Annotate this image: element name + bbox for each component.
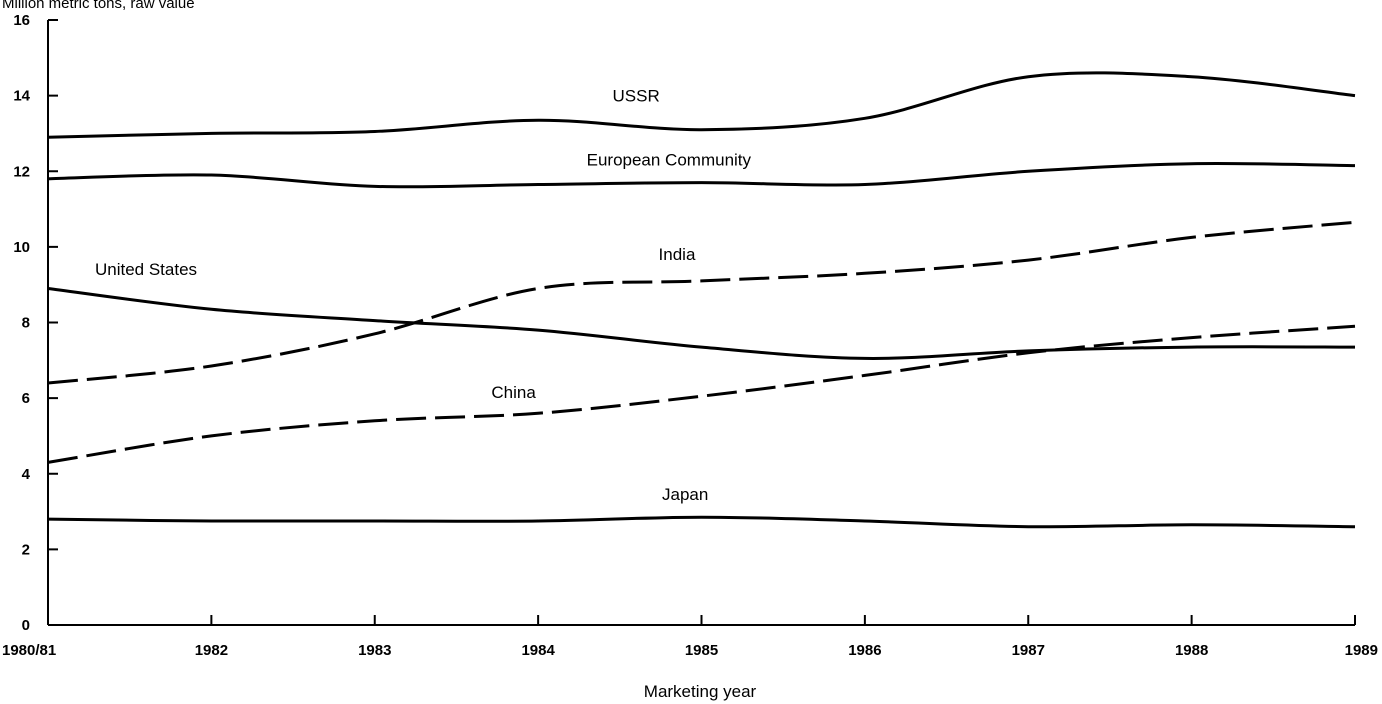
series-labels: USSR European Community India United States… (95, 86, 752, 504)
y-tick-label: 8 (22, 315, 30, 332)
x-tick-label: 1989 (1345, 642, 1378, 659)
x-tick-label: 1987 (1012, 642, 1045, 659)
y-tick-label: 10 (13, 239, 30, 256)
x-tick-label: 1982 (195, 642, 228, 659)
axes: 0 2 4 6 8 10 12 14 16 1980/81 1982 1983 1984 1985 1986… (2, 12, 1378, 659)
x-axis-title: Marketing year (644, 682, 757, 701)
y-tick-label: 14 (13, 88, 30, 105)
series-line-united-states (47, 287, 1356, 360)
series-line-european-community (47, 161, 1356, 189)
y-tick-label: 12 (13, 163, 30, 180)
series-label-china: China (491, 383, 536, 402)
series-line-japan (47, 515, 1356, 529)
y-axis-unit-label: Million metric tons, raw value (2, 0, 195, 12)
x-tick-label: 1983 (358, 642, 391, 659)
x-tick-label: 1980/81 (2, 642, 56, 659)
series-line-india (47, 220, 1356, 385)
x-tick-label: 1986 (848, 642, 881, 659)
series-line-china (47, 324, 1356, 464)
series-line-ussr (47, 71, 1356, 139)
series-lines (47, 71, 1356, 529)
y-tick-label: 0 (22, 617, 30, 634)
series-label-united-states: United States (95, 260, 197, 279)
y-tick-label: 4 (22, 466, 31, 483)
y-tick-label: 16 (13, 12, 30, 29)
x-tick-label: 1988 (1175, 642, 1208, 659)
series-label-european-community: European Community (587, 151, 752, 170)
y-tick-label: 6 (22, 390, 30, 407)
x-tick-label: 1984 (521, 642, 555, 659)
series-label-japan: Japan (662, 485, 708, 504)
y-tick-label: 2 (22, 541, 30, 558)
x-tick-label: 1985 (685, 642, 718, 659)
series-label-india: India (659, 245, 696, 264)
series-label-ussr: USSR (613, 86, 660, 105)
